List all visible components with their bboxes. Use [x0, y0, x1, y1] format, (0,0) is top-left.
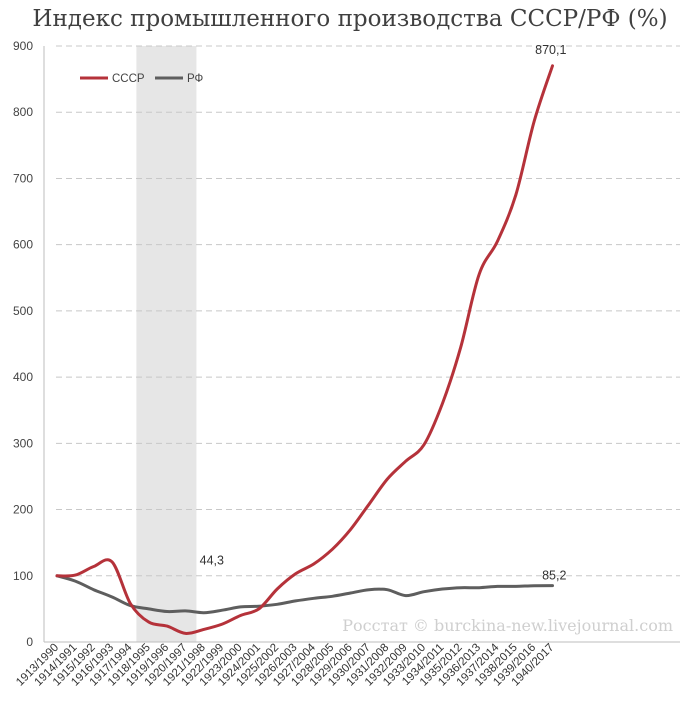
y-tick-label: 600 [13, 238, 33, 252]
legend-label: СССР [112, 73, 145, 85]
series-line-rf [55, 574, 554, 615]
y-tick-label: 200 [13, 503, 33, 517]
chart-title: Индекс промышленного производства СССР/Р… [32, 6, 668, 32]
y-tick-label: 300 [13, 436, 33, 450]
annotation-rf-last: 85,2 [542, 569, 566, 583]
legend-label: РФ [187, 73, 204, 85]
series-line-ussr [55, 64, 554, 635]
y-tick-label: 800 [13, 105, 33, 119]
y-tick-label: 900 [13, 39, 33, 53]
shaded-region [136, 46, 197, 642]
annotation-ussr-last: 870,1 [535, 43, 566, 57]
y-tick-label: 700 [13, 171, 33, 185]
y-tick-label: 400 [13, 370, 33, 384]
y-tick-label: 500 [13, 304, 33, 318]
y-tick-label: 100 [13, 569, 33, 583]
y-tick-label: 0 [26, 635, 33, 649]
annotation-rf-min: 44,3 [200, 554, 224, 568]
watermark-text: Росстат © burckina-new.livejournal.com [342, 616, 673, 635]
